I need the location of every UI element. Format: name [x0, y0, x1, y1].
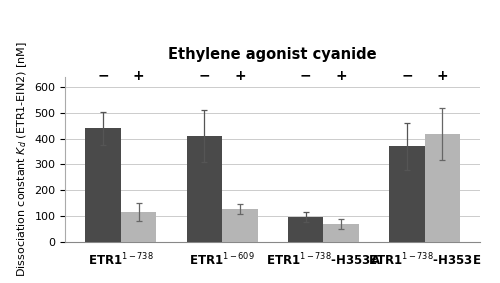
Bar [222, 209, 258, 242]
Bar [121, 212, 156, 242]
Bar [86, 128, 121, 242]
Text: −: − [401, 68, 413, 83]
Text: Ethylene agonist cyanide: Ethylene agonist cyanide [168, 47, 377, 62]
Bar [324, 224, 359, 242]
Text: +: + [133, 68, 144, 83]
Bar [390, 146, 424, 242]
Text: −: − [300, 68, 312, 83]
Bar [424, 134, 460, 242]
Y-axis label: Dissociation constant $K_d$ (ETR1-EIN2) [nM]: Dissociation constant $K_d$ (ETR1-EIN2) … [15, 41, 29, 277]
Text: −: − [98, 68, 109, 83]
Text: −: − [198, 68, 210, 83]
Text: +: + [436, 68, 448, 83]
Text: +: + [336, 68, 347, 83]
Bar [186, 136, 222, 242]
Bar [288, 217, 324, 242]
Text: +: + [234, 68, 245, 83]
